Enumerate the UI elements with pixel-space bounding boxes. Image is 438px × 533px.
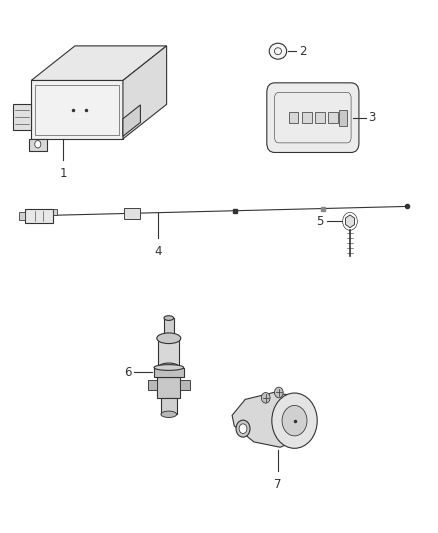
- Bar: [328, 112, 338, 124]
- Bar: [25, 208, 53, 223]
- Ellipse shape: [164, 316, 173, 320]
- Bar: [180, 380, 190, 390]
- Circle shape: [261, 392, 270, 403]
- Circle shape: [272, 393, 317, 448]
- Polygon shape: [123, 105, 141, 136]
- Bar: [157, 377, 180, 398]
- Bar: [53, 209, 57, 214]
- Polygon shape: [13, 104, 31, 130]
- Ellipse shape: [161, 411, 177, 417]
- Polygon shape: [346, 215, 354, 228]
- Bar: [124, 208, 140, 219]
- Circle shape: [35, 141, 41, 148]
- Polygon shape: [31, 80, 123, 139]
- FancyBboxPatch shape: [267, 83, 359, 152]
- Bar: [164, 318, 173, 338]
- Circle shape: [236, 420, 250, 437]
- Ellipse shape: [158, 363, 179, 372]
- Polygon shape: [232, 392, 307, 447]
- Text: 1: 1: [60, 166, 67, 180]
- Text: 7: 7: [274, 478, 282, 490]
- Ellipse shape: [269, 43, 287, 59]
- Polygon shape: [123, 46, 166, 139]
- Text: 4: 4: [155, 245, 162, 257]
- Text: 6: 6: [124, 366, 131, 379]
- Circle shape: [239, 424, 247, 433]
- Text: 5: 5: [316, 215, 324, 228]
- Bar: [302, 112, 311, 124]
- Bar: [148, 380, 157, 390]
- Text: 3: 3: [368, 111, 376, 124]
- Circle shape: [275, 387, 283, 398]
- Bar: [339, 110, 347, 126]
- Bar: [161, 398, 177, 414]
- Bar: [19, 212, 25, 221]
- Ellipse shape: [154, 365, 184, 370]
- Text: 2: 2: [299, 45, 307, 58]
- Bar: [289, 112, 298, 124]
- Ellipse shape: [157, 333, 181, 344]
- Bar: [158, 338, 179, 368]
- Bar: [315, 112, 325, 124]
- Circle shape: [282, 406, 307, 436]
- Polygon shape: [31, 46, 166, 80]
- Polygon shape: [29, 139, 46, 151]
- Bar: [154, 368, 184, 377]
